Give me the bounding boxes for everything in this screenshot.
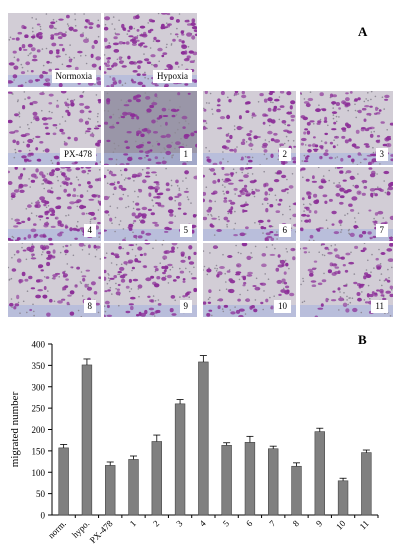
micrograph-image xyxy=(104,167,197,241)
panel-a-label: A xyxy=(358,24,368,39)
x-tick-label: PX-478 xyxy=(88,518,115,545)
bar-3 xyxy=(174,403,186,516)
micrograph-image xyxy=(104,91,197,165)
micrograph-label: 1 xyxy=(179,148,192,161)
micrograph-label: 10 xyxy=(274,300,291,313)
x-tick-label: 2 xyxy=(151,518,161,528)
micrograph-2: Hypoxia xyxy=(104,13,197,87)
y-tick-label: 250 xyxy=(32,404,46,414)
micrograph-image xyxy=(203,167,296,241)
y-tick-label: 200 xyxy=(32,425,46,435)
x-tick-label: 5 xyxy=(221,518,232,529)
bar-7 xyxy=(268,448,279,516)
migration-bar-chart: 0 50 100 150 200 250 300 350 400 migrated number n… xyxy=(9,340,379,545)
bar-PX-478 xyxy=(105,465,116,516)
micrograph-label: Normoxia xyxy=(51,70,96,83)
bar-6 xyxy=(244,442,256,516)
micrograph-label: PX-478 xyxy=(59,148,96,161)
micrograph-label: 8 xyxy=(83,300,96,313)
micrograph-label: 7 xyxy=(375,224,388,237)
bar-11 xyxy=(361,452,372,516)
x-tick-label: 4 xyxy=(198,518,209,529)
x-tick-label: 3 xyxy=(174,518,185,529)
micrograph-label: 3 xyxy=(375,148,388,161)
y-tick-label: 50 xyxy=(36,489,46,499)
micrograph-12: 9 xyxy=(104,243,197,317)
bar-5 xyxy=(221,445,232,516)
micrograph-image xyxy=(8,243,101,317)
micrograph-5: 2 xyxy=(203,91,296,165)
micrograph-4: 1 xyxy=(104,91,197,165)
micrograph-1: Normoxia xyxy=(8,13,101,87)
bar-1 xyxy=(128,459,139,516)
y-tick-label: 0 xyxy=(41,511,46,521)
micrograph-7: 4 xyxy=(8,167,101,241)
x-tick-label: 9 xyxy=(314,518,325,529)
bar-10 xyxy=(337,480,349,516)
y-tick-label: 300 xyxy=(32,382,46,392)
x-tick-label: 8 xyxy=(291,518,302,529)
x-tick-label: 7 xyxy=(267,518,278,529)
micrograph-label: 11 xyxy=(371,300,388,313)
y-tick-label: 150 xyxy=(32,446,46,456)
y-axis-title: migrated number xyxy=(9,391,21,467)
micrograph-label: Hypoxia xyxy=(153,70,192,83)
panel-b-label: B xyxy=(358,332,367,347)
x-tick-label: norm. xyxy=(46,518,68,540)
micrograph-3: PX-478 xyxy=(8,91,101,165)
micrograph-13: 10 xyxy=(203,243,296,317)
micrograph-6: 3 xyxy=(300,91,393,165)
micrograph-11: 8 xyxy=(8,243,101,317)
y-tick-label: 100 xyxy=(32,468,46,478)
bar-norm. xyxy=(58,447,69,516)
micrograph-image xyxy=(104,243,197,317)
micrograph-label: 2 xyxy=(278,148,291,161)
micrograph-label: 4 xyxy=(83,224,96,237)
micrograph-image xyxy=(300,91,393,165)
x-tick-label: 1 xyxy=(128,518,138,528)
bar-8 xyxy=(291,465,302,516)
micrograph-10: 7 xyxy=(300,167,393,241)
x-tick-label: 6 xyxy=(244,518,255,529)
micrograph-label: 9 xyxy=(179,300,192,313)
bar-hypo. xyxy=(81,364,93,516)
x-tick-label: 10 xyxy=(334,518,348,532)
micrograph-image xyxy=(300,243,393,317)
micrograph-image xyxy=(203,91,296,165)
micrograph-8: 5 xyxy=(104,167,197,241)
micrograph-14: 11 xyxy=(300,243,393,317)
micrograph-9: 6 xyxy=(203,167,296,241)
y-tick-label: 400 xyxy=(32,340,46,350)
x-tick-label: 11 xyxy=(358,518,371,531)
bar-2 xyxy=(151,441,162,516)
bar-9 xyxy=(314,431,325,516)
micrograph-label: 5 xyxy=(179,224,192,237)
bar-4 xyxy=(198,361,209,516)
micrograph-label: 6 xyxy=(278,224,291,237)
y-tick-label: 350 xyxy=(32,361,46,371)
